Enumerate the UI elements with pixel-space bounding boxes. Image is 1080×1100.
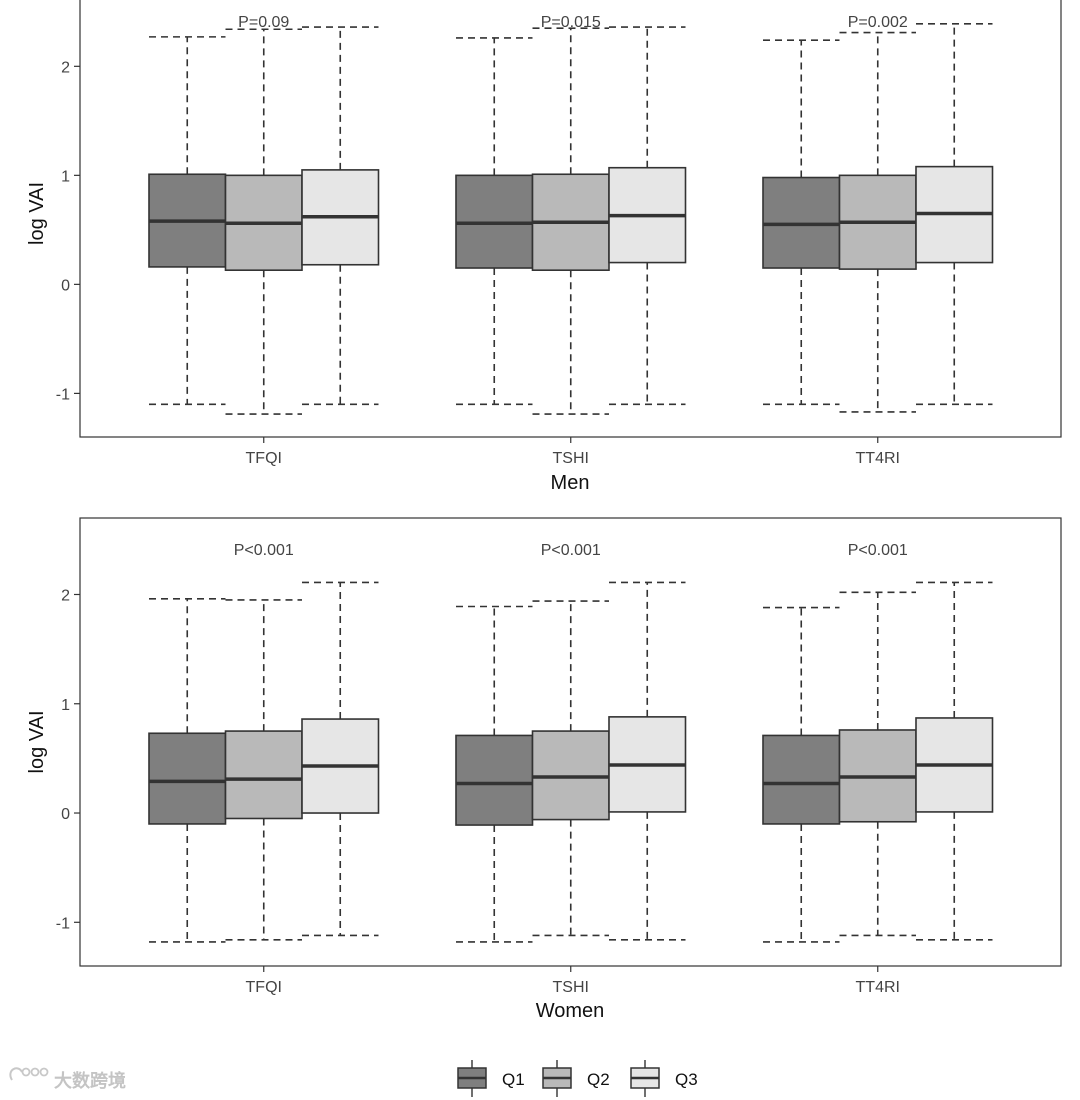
watermark-logo-icon — [9, 1067, 49, 1081]
watermark-text: 大数跨境 — [54, 1070, 126, 1091]
legend-label: Q3 — [675, 1070, 698, 1089]
x-tick-label: TT4RI — [856, 979, 900, 996]
p-value-label: P<0.001 — [848, 542, 908, 559]
y-axis-title: log VAI — [26, 711, 48, 774]
x-tick-label: TFQI — [246, 979, 282, 996]
p-value-label: P<0.001 — [541, 542, 601, 559]
panel-men: -1 0 1 2 log VAI TFQI P=0.09 TSHI P=0.015 TT4RI P=… — [26, 0, 1062, 494]
box-tt4ri-q3 — [915, 22, 994, 406]
legend-item-q2: Q2 — [542, 1060, 610, 1097]
x-tick-label: TT4RI — [856, 450, 900, 467]
chart-panels: -1 0 1 2 log VAI TFQI P=0.09 TSHI P=0.015 TT4RI P=… — [26, 0, 1062, 1022]
box-tshi-q2 — [531, 600, 610, 937]
x-tick-label: TSHI — [553, 450, 589, 467]
x-axis-title: Men — [551, 472, 590, 494]
box-tfqi-q2 — [224, 28, 303, 415]
y-tick-label: 0 — [61, 277, 70, 294]
y-tick-label: 0 — [61, 806, 70, 823]
box-tfqi-q3 — [301, 26, 380, 406]
iqr-box — [762, 734, 841, 825]
p-value-label: P=0.015 — [541, 14, 601, 31]
box-tfqi-q3 — [301, 581, 380, 937]
y-axis-title: log VAI — [26, 182, 48, 245]
box-tfqi-q1 — [148, 36, 227, 406]
box-tshi-q3 — [608, 581, 687, 941]
box-tshi-q1 — [455, 37, 534, 406]
box-tshi-q3 — [608, 26, 687, 406]
box-tshi-q1 — [455, 605, 534, 943]
box-tfqi-q1 — [148, 598, 227, 943]
box-tt4ri-q1 — [762, 39, 841, 406]
legend-item-q1: Q1 — [457, 1060, 525, 1097]
p-value-label: P=0.002 — [848, 14, 908, 31]
y-tick-label: 2 — [61, 587, 70, 604]
watermark: 大数跨境 — [9, 1067, 126, 1091]
legend-label: Q1 — [502, 1070, 525, 1089]
box-tt4ri-q2 — [838, 31, 917, 413]
p-value-label: P=0.09 — [238, 14, 289, 31]
x-tick-label: TSHI — [553, 979, 589, 996]
box-tt4ri-q1 — [762, 606, 841, 943]
legend-item-q3: Q3 — [630, 1060, 698, 1097]
y-tick-label: -1 — [56, 915, 70, 932]
x-axis-title: Women — [536, 1000, 605, 1022]
y-tick-label: 1 — [61, 168, 70, 185]
y-tick-label: 1 — [61, 697, 70, 714]
legend: Q1 Q2 Q3 — [457, 1060, 698, 1097]
box-tshi-q2 — [531, 27, 610, 415]
box-tt4ri-q2 — [838, 591, 917, 937]
y-tick-label: 2 — [61, 59, 70, 76]
iqr-box — [148, 732, 227, 825]
box-tt4ri-q3 — [915, 581, 994, 941]
box-tfqi-q2 — [224, 599, 303, 941]
panel-women: -1 0 1 2 log VAI TFQI P<0.001 TSHI P<0.001 TT4RI P… — [26, 517, 1062, 1022]
y-tick-label: -1 — [56, 386, 70, 403]
x-tick-label: TFQI — [246, 450, 282, 467]
legend-label: Q2 — [587, 1070, 610, 1089]
iqr-box — [455, 734, 534, 826]
p-value-label: P<0.001 — [234, 542, 294, 559]
iqr-box — [224, 730, 303, 820]
